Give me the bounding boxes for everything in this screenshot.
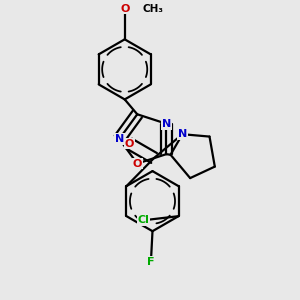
- Text: CH₃: CH₃: [142, 4, 163, 14]
- Text: Cl: Cl: [138, 215, 149, 225]
- Text: F: F: [147, 257, 155, 267]
- Text: O: O: [133, 159, 142, 169]
- Text: O: O: [124, 139, 134, 148]
- Text: N: N: [115, 134, 124, 144]
- Text: O: O: [120, 4, 129, 14]
- Text: N: N: [162, 119, 171, 129]
- Text: N: N: [178, 129, 187, 139]
